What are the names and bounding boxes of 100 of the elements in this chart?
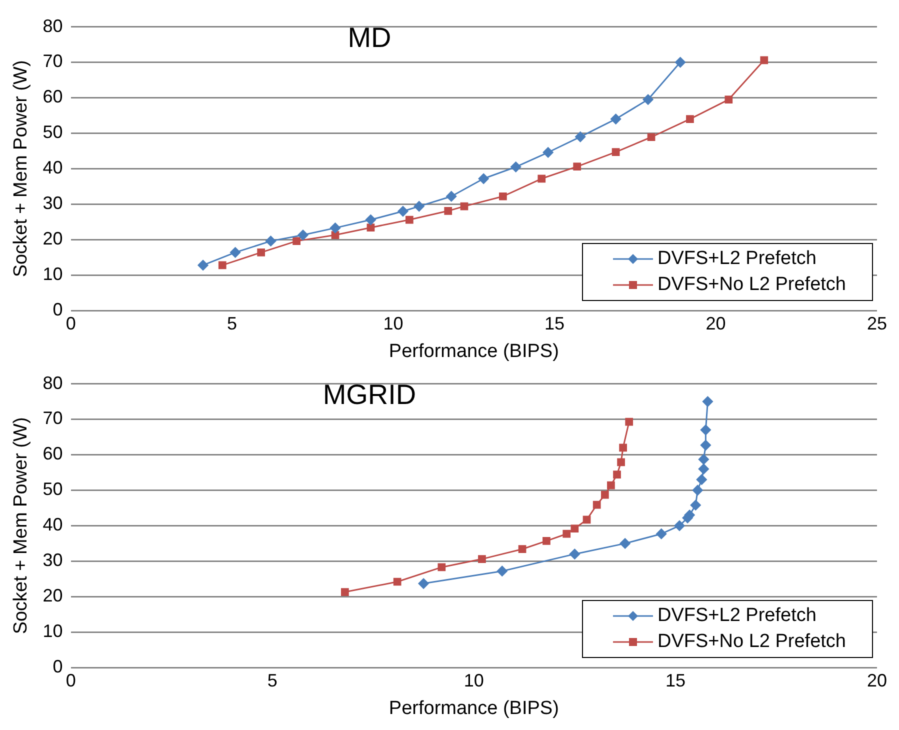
y-tick-label: 80 bbox=[42, 16, 63, 36]
point bbox=[674, 520, 685, 531]
legend-label: DVFS+L2 Prefetch bbox=[657, 247, 816, 271]
y-tick-label: 30 bbox=[42, 550, 63, 570]
point bbox=[398, 206, 408, 217]
y-tick-label: 10 bbox=[42, 264, 63, 284]
point bbox=[538, 174, 546, 183]
point bbox=[675, 57, 686, 68]
x-tick-label: 25 bbox=[866, 313, 888, 334]
x-tick-label: 15 bbox=[665, 670, 686, 690]
y-tick-label: 10 bbox=[42, 621, 63, 642]
x-tick-label: 5 bbox=[227, 313, 238, 334]
point bbox=[218, 261, 226, 270]
point bbox=[686, 115, 694, 123]
x-axis-title: Performance (BIPS) bbox=[388, 698, 559, 719]
point bbox=[340, 588, 349, 596]
x-tick-label: 20 bbox=[706, 313, 726, 334]
point bbox=[562, 530, 571, 538]
point bbox=[496, 566, 508, 576]
point bbox=[575, 132, 586, 142]
point bbox=[690, 500, 701, 510]
point bbox=[292, 237, 300, 245]
point bbox=[698, 464, 709, 474]
y-tick-label: 70 bbox=[42, 408, 63, 428]
x-tick-label: 0 bbox=[66, 313, 76, 334]
point bbox=[446, 191, 457, 202]
point bbox=[405, 216, 414, 224]
point bbox=[647, 133, 656, 142]
y-tick-label: 70 bbox=[42, 51, 63, 72]
point bbox=[617, 458, 625, 466]
point bbox=[257, 248, 266, 256]
x-tick-label: 15 bbox=[544, 313, 565, 334]
point bbox=[625, 418, 634, 426]
point bbox=[298, 230, 308, 240]
y-axis-title: Socket + Mem Power (W) bbox=[10, 417, 32, 634]
point bbox=[760, 56, 768, 64]
legend-label: DVFS+L2 Prefetch bbox=[657, 604, 816, 628]
point bbox=[510, 162, 522, 172]
point bbox=[230, 247, 241, 258]
point bbox=[444, 206, 452, 215]
point bbox=[619, 444, 627, 452]
point bbox=[612, 148, 620, 156]
point bbox=[198, 260, 208, 270]
x-axis-title: Performance (BIPS) bbox=[388, 340, 559, 362]
point bbox=[542, 147, 554, 158]
point bbox=[573, 162, 582, 171]
point bbox=[518, 545, 526, 554]
x-tick-label: 20 bbox=[866, 670, 888, 690]
point bbox=[478, 555, 486, 563]
point bbox=[582, 516, 591, 524]
point bbox=[613, 470, 621, 479]
point bbox=[656, 528, 667, 540]
y-tick-label: 40 bbox=[42, 158, 63, 178]
point bbox=[331, 231, 340, 239]
x-tick-label: 10 bbox=[464, 670, 484, 690]
legend-label: DVFS+No L2 Prefetch bbox=[657, 273, 846, 297]
y-axis-title: Socket + Mem Power (W) bbox=[10, 60, 32, 278]
point bbox=[592, 500, 601, 509]
point bbox=[478, 173, 489, 184]
point bbox=[620, 538, 630, 549]
y-tick-label: 30 bbox=[42, 193, 63, 214]
y-tick-label: 60 bbox=[42, 86, 63, 107]
point bbox=[438, 563, 446, 572]
point bbox=[330, 222, 340, 234]
point bbox=[642, 94, 654, 105]
y-tick-label: 20 bbox=[42, 228, 63, 249]
point bbox=[499, 192, 507, 200]
point bbox=[569, 548, 580, 560]
point bbox=[414, 201, 424, 212]
point bbox=[365, 214, 376, 226]
point bbox=[542, 537, 550, 545]
y-tick-label: 0 bbox=[52, 300, 63, 320]
point bbox=[570, 524, 579, 532]
point bbox=[696, 474, 707, 485]
point bbox=[702, 396, 713, 407]
point bbox=[700, 440, 711, 450]
legend-label: DVFS+No L2 Prefetch bbox=[657, 630, 846, 654]
point bbox=[460, 202, 468, 210]
y-tick-label: 80 bbox=[42, 372, 63, 393]
point bbox=[393, 578, 402, 586]
y-tick-label: 50 bbox=[42, 479, 63, 500]
y-tick-label: 0 bbox=[52, 656, 63, 677]
point bbox=[607, 481, 615, 490]
chart-title: MD bbox=[348, 22, 392, 53]
y-tick-label: 40 bbox=[42, 514, 63, 535]
x-tick-label: 5 bbox=[267, 670, 278, 690]
point bbox=[698, 454, 709, 465]
chart-title: MGRID bbox=[322, 379, 416, 410]
point bbox=[700, 424, 711, 436]
point bbox=[266, 236, 276, 246]
point bbox=[724, 96, 733, 104]
point bbox=[692, 484, 703, 496]
point bbox=[600, 490, 609, 499]
point bbox=[366, 224, 375, 232]
y-tick-label: 50 bbox=[42, 122, 63, 142]
x-tick-label: 10 bbox=[383, 313, 404, 334]
point bbox=[418, 578, 429, 589]
y-tick-label: 60 bbox=[42, 444, 63, 464]
y-tick-label: 20 bbox=[42, 586, 63, 606]
x-tick-label: 0 bbox=[66, 670, 76, 690]
